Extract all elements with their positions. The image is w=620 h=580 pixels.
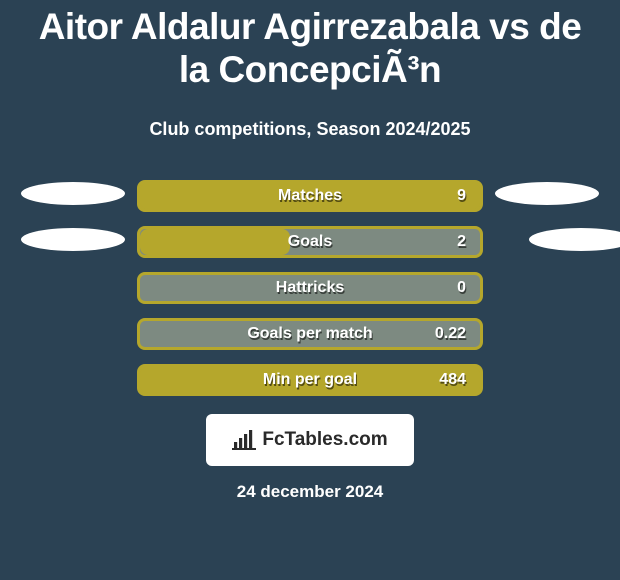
stat-label: Goals per match (247, 325, 372, 343)
stat-row: Min per goal 484 (14, 364, 606, 396)
stat-row: Hattricks 0 (14, 272, 606, 304)
left-ellipse (21, 228, 125, 251)
stat-bar: Hattricks 0 (137, 272, 483, 304)
subtitle: Club competitions, Season 2024/2025 (0, 105, 620, 140)
left-slot (21, 228, 125, 256)
stat-label: Hattricks (276, 279, 344, 297)
page-title: Aitor Aldalur Agirrezabala vs de la Conc… (0, 0, 620, 91)
stat-value: 484 (439, 371, 466, 389)
stat-label: Matches (278, 187, 342, 205)
right-slot (495, 366, 599, 394)
fctables-logo: FcTables.com (206, 414, 414, 466)
right-slot (495, 228, 599, 256)
date-text: 24 december 2024 (0, 482, 620, 502)
right-slot (495, 320, 599, 348)
left-slot (21, 366, 125, 394)
comparison-infographic: Aitor Aldalur Agirrezabala vs de la Conc… (0, 0, 620, 580)
right-slot (495, 274, 599, 302)
stat-value: 2 (457, 233, 466, 251)
stat-bar: Goals per match 0.22 (137, 318, 483, 350)
stat-bar-fill (140, 229, 290, 255)
bar-chart-icon (232, 430, 256, 450)
left-slot (21, 182, 125, 210)
stat-bar: Goals 2 (137, 226, 483, 258)
stat-value: 0 (457, 279, 466, 297)
right-slot (495, 182, 599, 210)
stat-row: Matches 9 (14, 180, 606, 212)
left-slot (21, 274, 125, 302)
stat-label: Min per goal (263, 371, 357, 389)
left-ellipse (21, 182, 125, 205)
stat-label: Goals (288, 233, 332, 251)
logo-text: FcTables.com (262, 429, 387, 451)
stat-value: 0.22 (435, 325, 466, 343)
stat-value: 9 (457, 187, 466, 205)
stat-rows: Matches 9 Goals 2 Hattricks 0 (0, 180, 620, 396)
right-ellipse (529, 228, 620, 251)
stat-row: Goals 2 (14, 226, 606, 258)
left-slot (21, 320, 125, 348)
stat-bar: Min per goal 484 (137, 364, 483, 396)
stat-bar: Matches 9 (137, 180, 483, 212)
stat-row: Goals per match 0.22 (14, 318, 606, 350)
right-ellipse (495, 182, 599, 205)
